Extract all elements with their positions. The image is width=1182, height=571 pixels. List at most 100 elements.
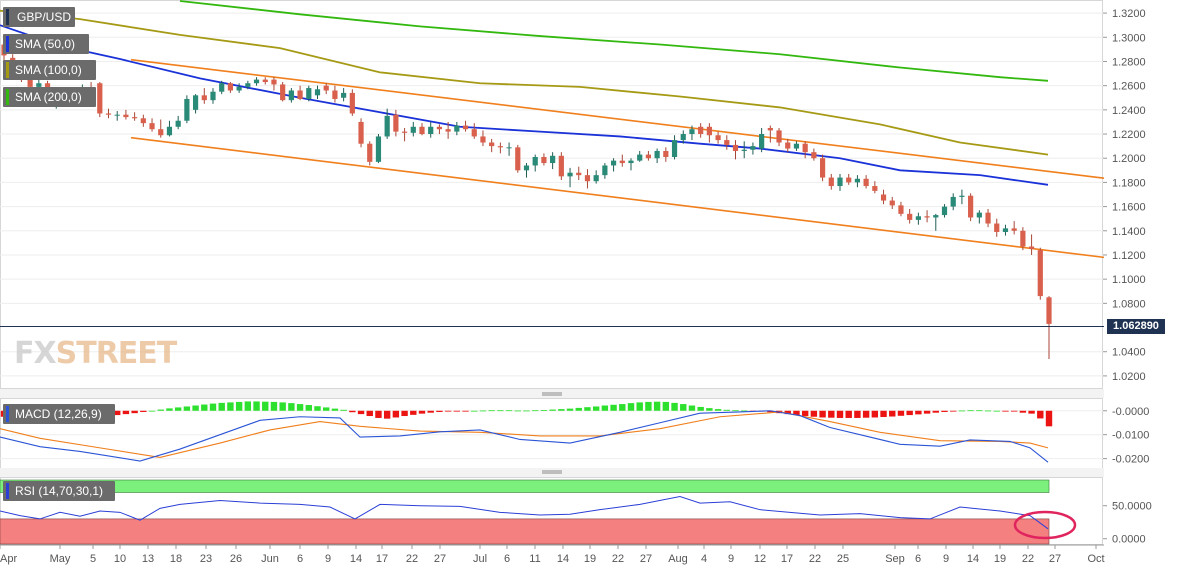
x-tick-label: 14 [557,553,569,565]
macd-histogram-bar [540,410,548,411]
price-tick-label: 1.2600 [1112,81,1146,93]
candle-body [454,125,460,132]
legend-sma100-swatch [6,62,9,78]
macd-pane[interactable] [0,398,1103,469]
macd-histogram-bar [392,410,400,418]
macd-histogram-bar [235,401,243,411]
rsi-axis: 50.0000 0.0000 [1103,501,1152,546]
macd-histogram-bar [436,410,443,412]
legend-sma100[interactable]: SMA (100,0) [3,60,96,80]
macd-histogram-bar [410,410,417,415]
channel-line-2 [130,136,1105,259]
macd-histogram-bar [662,401,670,411]
candle-body [802,143,808,153]
x-tick-label: 25 [837,553,849,565]
candle-body [489,142,495,147]
x-tick-label: 27 [434,553,446,565]
candle-body [550,155,556,164]
legend-rsi[interactable]: RSI (14,70,30,1) [3,481,115,501]
legend-sma200[interactable]: SMA (200,0) [3,87,96,107]
macd-histogram-bar [532,410,539,412]
macd-histogram-bar [192,405,199,411]
candle-body [785,142,791,149]
macd-histogram-bar [793,410,800,416]
macd-histogram-bar [801,410,809,417]
x-tick-label: May [50,553,71,565]
macd-histogram-bar [305,405,312,411]
macd-histogram-bar [349,410,356,413]
candle-body [166,126,173,136]
candle-body [689,129,695,135]
candle-body [445,129,451,132]
x-tick-label: Apr [0,553,17,565]
macd-histogram-bar [497,410,504,412]
x-tick-label: 27 [640,553,652,565]
candle-body [837,177,843,187]
macd-histogram-bar [706,408,713,411]
price-tick-label: 1.1400 [1112,226,1146,238]
price-pane[interactable] [0,0,1103,389]
candle-body [210,91,216,101]
candle-body [907,213,913,220]
price-tick-label: 1.1200 [1112,250,1146,262]
legend-sma50-swatch [6,36,9,52]
candle-body [367,143,373,162]
candle-body [219,83,225,92]
macd-histogram-bar [471,410,478,412]
candle-body [158,129,164,136]
candle-body [985,212,991,224]
candle-body [558,155,564,177]
candle-body [97,83,103,114]
legend-rsi-label: RSI (14,70,30,1) [15,484,104,498]
macd-histogram-bar [383,410,391,419]
macd-histogram-bar [897,410,905,416]
x-tick-label: 10 [114,553,126,565]
macd-histogram-bar [401,410,408,417]
candle-body [610,160,617,166]
macd-tick-label: -0.0200 [1112,454,1149,466]
macd-histogram-bar [488,410,495,412]
macd-histogram-bar [845,410,852,418]
macd-histogram-bar [993,410,1000,412]
candle-body [236,86,242,91]
macd-histogram-bar [296,404,304,411]
candle-body [1011,228,1017,231]
candle-body [123,114,129,118]
macd-histogram-bar [270,401,278,411]
macd-histogram-bar [610,404,617,411]
candle-body [227,83,234,91]
macd-histogram-bar [183,406,191,411]
oversold-highlight-ellipse [1013,510,1077,540]
candle-body [297,90,303,99]
legend-macd[interactable]: MACD (12,26,9) [3,404,115,424]
x-tick-label: 22 [612,553,624,565]
legend-sma50[interactable]: SMA (50,0) [3,34,89,54]
macd-histogram-bar [157,409,164,411]
macd-histogram-bar [723,409,730,411]
price-tick-label: 1.1600 [1112,202,1146,214]
candle-body [767,127,773,131]
macd-histogram-bar [462,410,469,412]
candle-body [384,115,390,137]
price-tick-label: 1.2200 [1112,129,1146,141]
x-tick-label: 5 [90,553,96,565]
x-tick-label: 26 [230,553,242,565]
candle-body [994,223,1000,232]
macd-histogram-bar [288,403,295,411]
candle-body [968,195,974,218]
macd-histogram-bar [453,410,461,412]
legend-pair[interactable]: GBP/USD [3,7,75,27]
macd-histogram-bar [1010,410,1018,412]
x-tick-label: 9 [943,553,949,565]
candle-body [523,165,530,171]
legend-rsi-swatch [6,483,9,499]
x-tick-label: 11 [529,553,540,565]
macd-histogram-bar [114,410,121,416]
candle-body [698,126,704,135]
x-tick-label: 14 [967,553,979,565]
legend-sma200-label: SMA (200,0) [15,90,82,104]
candle-body [750,146,756,150]
macd-histogram-bar [645,401,652,411]
candle-body [741,149,747,151]
